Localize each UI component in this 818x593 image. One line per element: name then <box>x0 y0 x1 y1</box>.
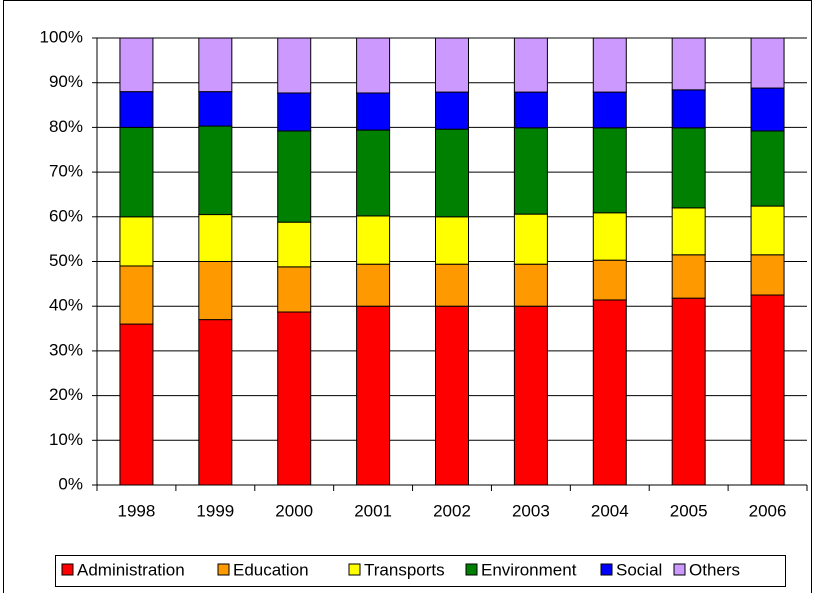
legend-label: Social <box>616 560 662 579</box>
bar-segment <box>513 263 548 307</box>
bar-segment <box>198 214 233 263</box>
bar-segment <box>198 125 233 216</box>
bar-segment <box>119 126 154 218</box>
bar-segment <box>592 37 627 93</box>
bar-segment <box>119 265 154 325</box>
legend-swatch <box>217 563 230 576</box>
legend-swatch <box>348 563 361 576</box>
y-tick-label: 0% <box>58 474 83 493</box>
bar-segment <box>513 305 548 486</box>
bar-segment <box>750 205 785 256</box>
bar-segment <box>592 259 627 301</box>
bar-segment <box>356 129 391 217</box>
bar-segment <box>435 91 469 130</box>
bar-segment <box>198 319 233 486</box>
bar-segment <box>435 128 469 218</box>
bar-segment <box>277 130 312 223</box>
x-tick-label: 2006 <box>749 501 787 520</box>
bar-segment <box>513 213 548 265</box>
bar-segment <box>592 299 627 486</box>
legend-swatch <box>673 563 686 576</box>
y-tick-label: 70% <box>49 162 83 181</box>
x-tick-label: 2003 <box>512 501 550 520</box>
bar-segment <box>435 37 469 93</box>
y-tick-label: 10% <box>49 430 83 449</box>
bar-segment <box>356 215 391 265</box>
bar-segment <box>750 130 785 207</box>
bar-segment <box>592 91 627 129</box>
bar-segment <box>277 221 312 268</box>
bar-segment <box>750 254 785 296</box>
legend-label: Others <box>689 560 740 579</box>
bar-segment <box>435 263 469 307</box>
bar-segment <box>356 92 391 131</box>
legend-swatch <box>600 563 613 576</box>
bar-segment <box>750 87 785 132</box>
bar-segment <box>592 212 627 261</box>
legend-box <box>55 555 786 587</box>
legend-swatch <box>465 563 478 576</box>
x-tick-label: 1999 <box>196 501 234 520</box>
legend-label: Environment <box>481 560 577 579</box>
legend-label: Education <box>233 560 309 579</box>
bar-segment <box>119 91 154 128</box>
bar-segment <box>513 91 548 129</box>
legend-label: Administration <box>77 560 185 579</box>
bar-segment <box>750 294 785 486</box>
x-tick-label: 1998 <box>118 501 156 520</box>
bar-segment <box>198 261 233 321</box>
bar-segment <box>671 297 706 486</box>
bar-segment <box>277 92 312 132</box>
y-tick-label: 40% <box>49 296 83 315</box>
bar-segment <box>356 37 391 94</box>
x-tick-label: 2004 <box>591 501 629 520</box>
bar-segment <box>119 37 154 93</box>
legend-swatch <box>61 563 74 576</box>
bar-segment <box>513 127 548 215</box>
y-tick-label: 90% <box>49 72 83 91</box>
x-tick-label: 2002 <box>433 501 471 520</box>
y-tick-label: 80% <box>49 117 83 136</box>
y-tick-label: 100% <box>40 27 83 46</box>
legend-label: Transports <box>364 560 445 579</box>
y-tick-label: 30% <box>49 340 83 359</box>
bar-segment <box>356 305 391 486</box>
bar-segment <box>671 37 706 91</box>
bar-segment <box>671 89 706 129</box>
bar-segment <box>435 305 469 486</box>
bar-segment <box>592 127 627 214</box>
y-tick-label: 50% <box>49 251 83 270</box>
x-tick-label: 2000 <box>275 501 313 520</box>
bar-segment <box>671 207 706 256</box>
bar-segment <box>277 311 312 486</box>
bar-segment <box>277 266 312 313</box>
bar-segment <box>119 323 154 486</box>
bar-segment <box>356 263 391 307</box>
bar-segment <box>513 37 548 93</box>
y-tick-label: 60% <box>49 206 83 225</box>
x-tick-label: 2005 <box>670 501 708 520</box>
bar-segment <box>198 91 233 127</box>
bar-segment <box>119 216 154 267</box>
bar-segment <box>435 216 469 265</box>
bar-segment <box>750 37 785 89</box>
x-tick-label: 2001 <box>354 501 392 520</box>
bar-segment <box>277 37 312 94</box>
bar-segment <box>198 37 233 93</box>
y-tick-label: 20% <box>49 385 83 404</box>
bar-segment <box>671 254 706 299</box>
bar-segment <box>671 127 706 209</box>
